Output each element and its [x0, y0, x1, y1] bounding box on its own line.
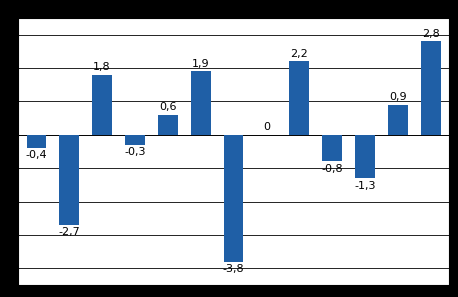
- Text: 0,9: 0,9: [389, 92, 407, 102]
- Bar: [355, 135, 375, 178]
- Text: 2,8: 2,8: [422, 29, 440, 39]
- Text: 2,2: 2,2: [290, 49, 308, 59]
- Text: -3,8: -3,8: [223, 264, 245, 274]
- Bar: [322, 135, 342, 162]
- Bar: [27, 135, 46, 148]
- Text: 0,6: 0,6: [159, 102, 177, 112]
- Bar: [191, 71, 211, 135]
- Bar: [125, 135, 145, 145]
- Bar: [421, 41, 441, 135]
- Text: -2,7: -2,7: [58, 227, 80, 237]
- Bar: [92, 75, 112, 135]
- Bar: [388, 105, 408, 135]
- Text: 1,8: 1,8: [93, 62, 111, 72]
- Text: 0: 0: [263, 122, 270, 132]
- Bar: [224, 135, 244, 262]
- Text: -0,3: -0,3: [124, 147, 146, 157]
- Bar: [289, 61, 309, 135]
- Text: 1,9: 1,9: [192, 59, 209, 69]
- Text: -0,4: -0,4: [26, 151, 47, 160]
- Bar: [60, 135, 79, 225]
- Text: -0,8: -0,8: [322, 164, 343, 174]
- Text: -1,3: -1,3: [354, 181, 376, 191]
- Bar: [158, 115, 178, 135]
